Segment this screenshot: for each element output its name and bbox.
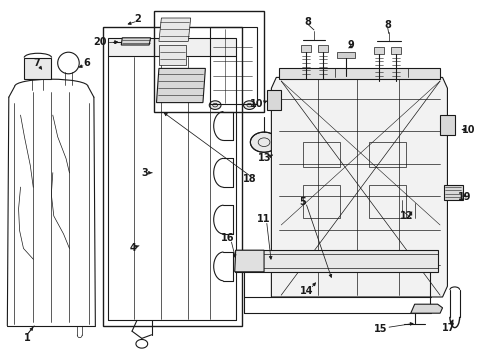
Text: 5: 5: [298, 197, 305, 207]
Text: 4: 4: [129, 243, 136, 253]
Bar: [107, 38, 235, 56]
Circle shape: [243, 101, 255, 109]
Bar: [300, 45, 310, 52]
Text: 6: 6: [83, 58, 90, 68]
Text: 9: 9: [347, 40, 354, 50]
Bar: [439, 115, 454, 135]
Circle shape: [214, 44, 221, 49]
Bar: [317, 45, 327, 52]
Polygon shape: [234, 250, 264, 272]
Polygon shape: [121, 38, 150, 45]
Bar: [154, 11, 264, 112]
Bar: [368, 142, 405, 167]
Bar: [303, 185, 339, 218]
Text: 3: 3: [141, 168, 148, 178]
Text: 10: 10: [249, 99, 263, 109]
Text: 10: 10: [461, 125, 474, 135]
Polygon shape: [24, 58, 51, 79]
Bar: [368, 185, 405, 218]
Circle shape: [123, 44, 130, 49]
Text: 15: 15: [373, 324, 386, 334]
Text: 13: 13: [258, 153, 271, 163]
Circle shape: [209, 101, 221, 109]
Bar: [390, 47, 400, 54]
Circle shape: [194, 44, 201, 49]
Text: 12: 12: [399, 211, 413, 221]
Polygon shape: [156, 68, 205, 103]
Bar: [102, 27, 242, 326]
Bar: [234, 250, 437, 272]
Bar: [373, 47, 383, 54]
Circle shape: [264, 257, 278, 268]
Text: 19: 19: [457, 192, 470, 202]
Circle shape: [238, 257, 250, 265]
Bar: [303, 142, 339, 167]
Text: 11: 11: [257, 214, 270, 224]
Text: 16: 16: [220, 233, 234, 243]
Polygon shape: [159, 45, 185, 65]
Text: 7: 7: [33, 58, 40, 68]
Text: 18: 18: [242, 174, 256, 184]
Text: 2: 2: [134, 14, 141, 24]
Polygon shape: [159, 18, 190, 41]
Polygon shape: [337, 52, 354, 58]
Polygon shape: [271, 77, 447, 297]
Polygon shape: [410, 304, 442, 313]
Bar: [278, 68, 439, 79]
Text: 8: 8: [384, 20, 390, 30]
Circle shape: [249, 257, 261, 265]
Text: 14: 14: [300, 285, 313, 296]
Text: 20: 20: [93, 37, 107, 48]
Circle shape: [328, 271, 350, 287]
Text: 1: 1: [23, 333, 30, 343]
Circle shape: [143, 44, 150, 49]
Bar: [266, 90, 281, 110]
Text: 17: 17: [441, 323, 455, 333]
Circle shape: [163, 44, 169, 49]
Bar: [234, 254, 437, 268]
Circle shape: [250, 132, 277, 152]
Text: 8: 8: [304, 17, 311, 27]
Bar: [443, 185, 462, 200]
Bar: [210, 27, 256, 104]
